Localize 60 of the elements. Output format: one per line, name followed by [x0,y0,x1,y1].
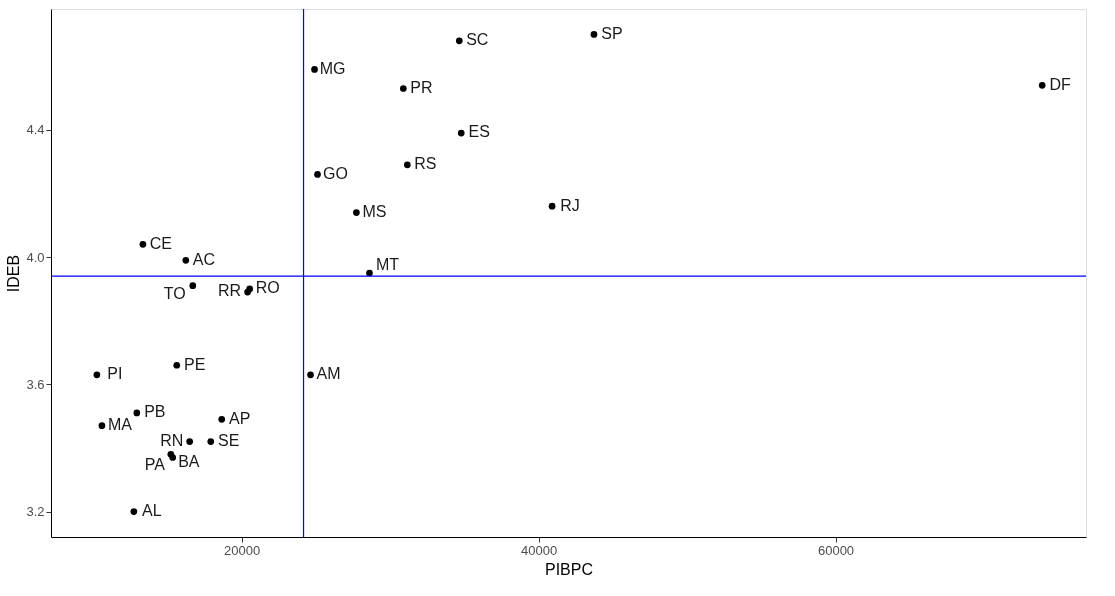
annotation: MT [375,256,400,273]
point [93,371,101,379]
point [314,171,321,178]
x-tick-label: 20000 [224,542,261,558]
point [590,31,598,38]
point [130,508,138,515]
point [399,85,407,92]
point [548,202,556,210]
y-tick-label: 4.0 [26,249,45,265]
annotation: PB [144,403,166,421]
annotation: MA [107,416,133,434]
point [218,415,226,423]
annotation: PI [107,365,123,383]
point [173,361,181,369]
annotation: MG [319,59,346,77]
annotation: CE [149,234,173,252]
point [98,422,106,430]
point [189,282,197,290]
annotation: PA [144,456,166,474]
annotation: PR [410,78,433,96]
annotation: AP [229,409,251,427]
annotation: SC [466,31,489,49]
annotation: TO [163,284,186,302]
point [1038,81,1046,89]
point [457,129,465,137]
y-tick-label: 3.6 [26,376,45,392]
annotation: RN [160,431,184,449]
annotation: RJ [560,196,580,214]
annotation: RS [414,155,437,173]
point [139,241,147,248]
annotation: MS [362,202,387,220]
x-tick-label: 40000 [521,542,558,558]
x-axis-title: PIBPC [544,560,594,578]
annotation: AM [316,365,341,383]
x-tick-label: 60000 [817,542,855,558]
annotation: RR [218,282,242,300]
annotation: SP [601,24,623,42]
point [403,161,411,169]
point [366,269,373,277]
y-tick-label: 3.2 [26,504,45,520]
annotation: DF [1049,75,1072,93]
annotation: BA [178,453,200,471]
y-axis-title: IDEB [5,254,23,293]
point [207,438,215,445]
annotation: PE [184,355,206,373]
point [311,66,318,73]
point [186,438,194,445]
annotation: AC [192,250,215,268]
annotation: ES [468,123,490,141]
point [182,256,190,264]
y-tick-label: 4.4 [26,122,45,138]
annotation: AL [142,501,162,519]
point [353,209,360,216]
point [455,37,463,45]
point [169,454,177,461]
point [133,409,141,417]
annotation: SE [218,431,240,449]
annotation: GO [323,164,348,182]
point [307,371,314,379]
annotation: RO [255,279,280,297]
